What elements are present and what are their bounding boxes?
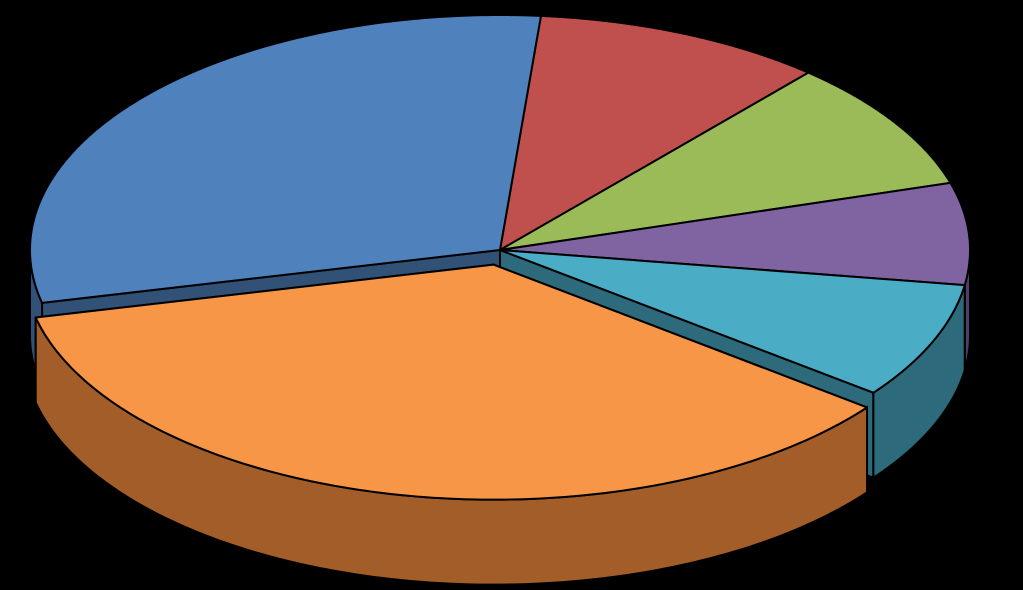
pie-chart-3d <box>0 0 1023 590</box>
